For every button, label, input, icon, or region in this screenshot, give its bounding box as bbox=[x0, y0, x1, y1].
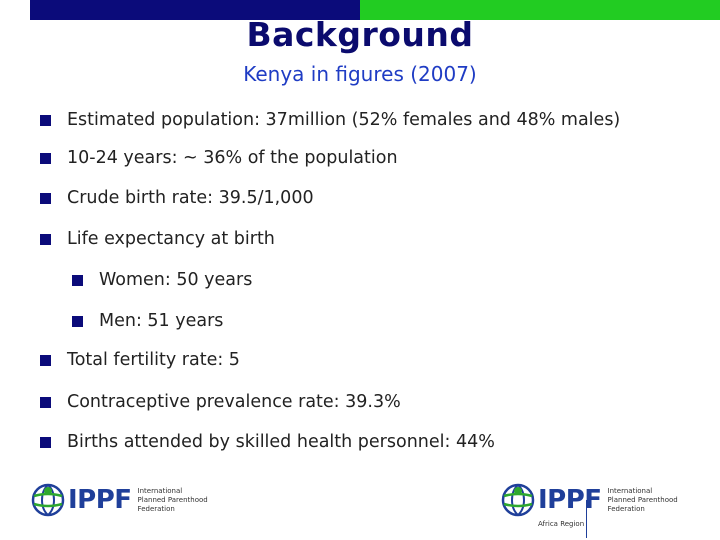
ippf-logo-right: IPPF International Planned Parenthood Fe… bbox=[500, 482, 678, 528]
globe-icon bbox=[31, 483, 65, 517]
bullet-birth-rate: Crude birth rate: 39.5/1,000 bbox=[40, 188, 314, 208]
bullet-men: Men: 51 years bbox=[72, 311, 223, 331]
slide-title: Background bbox=[246, 15, 474, 54]
ippf-logo-left: IPPF International Planned Parenthood Fe… bbox=[30, 482, 208, 518]
bullet-text: Life expectancy at birth bbox=[67, 229, 275, 249]
bullet-contraceptive: Contraceptive prevalence rate: 39.3% bbox=[40, 392, 401, 412]
bullet-text: Total fertility rate: 5 bbox=[67, 350, 240, 370]
logo-brand: IPPF bbox=[68, 485, 132, 515]
logo-divider bbox=[586, 500, 587, 538]
top-bar-green bbox=[360, 0, 720, 20]
bullet-marker-icon bbox=[40, 233, 51, 245]
logo-org-name: International Planned Parenthood Federat… bbox=[608, 487, 678, 514]
bullet-text: Men: 51 years bbox=[99, 311, 224, 331]
bullet-marker-icon bbox=[40, 354, 51, 366]
top-bar-white bbox=[0, 0, 30, 20]
bullet-marker-icon bbox=[40, 396, 51, 408]
bullet-marker-icon bbox=[40, 152, 51, 164]
bullet-fertility: Total fertility rate: 5 bbox=[40, 350, 240, 370]
slide-subtitle: Kenya in figures (2007) bbox=[243, 62, 477, 86]
bullet-marker-icon bbox=[40, 114, 51, 126]
globe-icon bbox=[501, 483, 535, 517]
logo-line: International bbox=[607, 486, 653, 495]
bullet-women: Women: 50 years bbox=[72, 270, 252, 290]
bullet-population: Estimated population: 37million (52% fem… bbox=[40, 110, 620, 130]
logo-line: Federation bbox=[607, 504, 645, 513]
bullet-youth: 10-24 years: ~ 36% of the population bbox=[40, 148, 398, 168]
logo-line: Federation bbox=[137, 504, 175, 513]
top-bar-blue bbox=[30, 0, 360, 20]
logo-line: Planned Parenthood bbox=[607, 495, 678, 504]
bullet-text: Contraceptive prevalence rate: 39.3% bbox=[67, 392, 401, 412]
bullet-marker-icon bbox=[72, 274, 83, 286]
logo-brand: IPPF bbox=[538, 485, 602, 515]
logo-region: Africa Region bbox=[538, 520, 585, 528]
bullet-text: Births attended by skilled health person… bbox=[67, 432, 495, 452]
logo-org-name: International Planned Parenthood Federat… bbox=[138, 487, 208, 514]
bullet-marker-icon bbox=[40, 192, 51, 204]
bullet-text: 10-24 years: ~ 36% of the population bbox=[67, 148, 398, 168]
logo-line: Planned Parenthood bbox=[137, 495, 208, 504]
logo-line: International bbox=[137, 486, 183, 495]
bullet-life-expectancy: Life expectancy at birth bbox=[40, 229, 275, 249]
bullet-births-attended: Births attended by skilled health person… bbox=[40, 432, 495, 452]
bullet-text: Estimated population: 37million (52% fem… bbox=[67, 110, 621, 130]
bullet-text: Women: 50 years bbox=[99, 270, 253, 290]
bullet-text: Crude birth rate: 39.5/1,000 bbox=[67, 188, 314, 208]
bullet-marker-icon bbox=[40, 436, 51, 448]
bullet-marker-icon bbox=[72, 315, 83, 327]
